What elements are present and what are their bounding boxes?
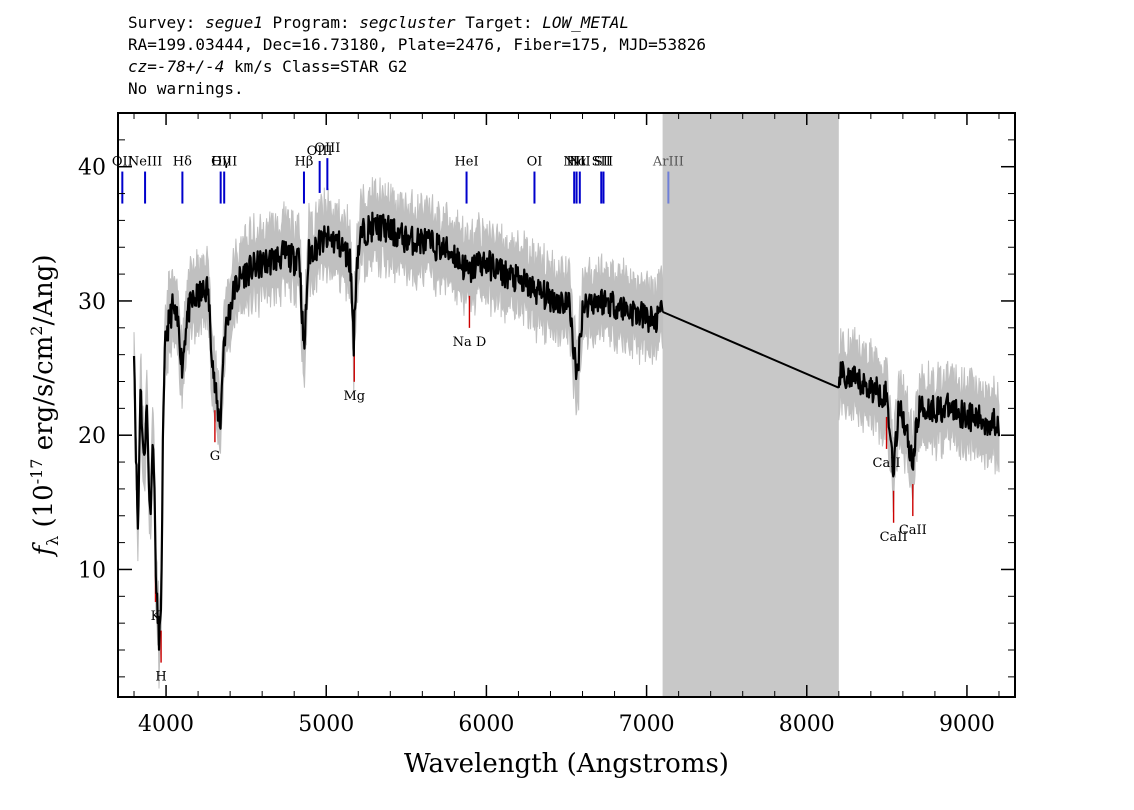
y-axis-label-sq: 2 (27, 326, 46, 336)
absorption-line-label: CaII (880, 530, 908, 545)
y-axis-label-units-b: erg/s/cm (29, 336, 59, 459)
emission-line-label: OIII (211, 155, 237, 170)
masked-region-layer (662, 113, 839, 697)
absorption-line-label: Na D (453, 335, 487, 350)
survey-label: Survey: (128, 13, 196, 32)
absorption-line-label: Mg (343, 389, 365, 404)
y-axis-label-exp: -17 (27, 459, 46, 485)
x-axis-label: Wavelength (Angstroms) (404, 749, 729, 779)
cz-value: -78+/-4 (156, 57, 225, 76)
program-label: Program: (272, 13, 350, 32)
y-axis-label: fλ (10-17 erg/s/cm2/Ang) (27, 254, 62, 557)
target-label: Target: (465, 13, 533, 32)
absorption-line-label: K (151, 609, 161, 624)
masked-region (662, 113, 839, 697)
y-tick-label: 40 (78, 156, 106, 181)
emission-line-label: Hδ (173, 155, 192, 170)
emission-line-label: OIII (307, 144, 333, 159)
y-tick-label: 10 (78, 558, 106, 583)
x-tick-label: 7000 (619, 712, 675, 737)
emission-line-label: SII (594, 155, 613, 170)
cz-label: cz= (128, 57, 157, 76)
header-line-coords: RA=199.03444, Dec=16.73180, Plate=2476, … (128, 35, 706, 54)
absorption-line-label: H (155, 670, 166, 685)
emission-line-label: Hβ (295, 155, 314, 170)
header-line-survey: Survey: segue1 Program: segcluster Targe… (128, 12, 706, 34)
target-value: LOW_METAL (542, 13, 629, 32)
emission-line-label: NII (569, 155, 591, 170)
flux-interpolation-line (662, 310, 840, 389)
emission-line-label: NII (563, 155, 585, 170)
x-tick-label: 6000 (458, 712, 514, 737)
absorption-line-label: CaII (899, 523, 927, 538)
cz-unit-class: km/s Class=STAR G2 (224, 57, 408, 76)
flux-series-layer (132, 211, 1001, 651)
emission-line-label: Hα (567, 155, 587, 170)
header-line-warnings: No warnings. (128, 79, 244, 98)
y-axis-label-units-a: (10 (29, 484, 59, 536)
flux-line-blue (132, 211, 664, 651)
emission-line-label: OI (527, 155, 543, 170)
emission-line-label: ArIII (652, 155, 684, 170)
plot-frame (117, 112, 1016, 698)
emission-line-label: SII (592, 155, 611, 170)
emission-line-label: Hγ (211, 155, 230, 170)
y-tick-label: 30 (78, 290, 106, 315)
x-tick-label: 5000 (298, 712, 354, 737)
survey-value: segue1 (205, 13, 263, 32)
y-tick-label: 20 (78, 424, 106, 449)
flux-line-red (837, 360, 1001, 478)
header-line-redshift: cz=-78+/-4 km/s Class=STAR G2 (128, 56, 706, 78)
x-tick-label: 4000 (138, 712, 194, 737)
x-tick-label: 9000 (939, 712, 995, 737)
absorption-line-label: CaII (873, 456, 901, 471)
x-tick-label: 8000 (779, 712, 835, 737)
emission-line-label: OIII (314, 141, 340, 156)
y-axis-label-units-c: /Ang) (29, 254, 59, 325)
program-value: segcluster (359, 13, 456, 32)
emission-line-label: HeI (454, 155, 478, 170)
error-band-blue (133, 177, 664, 689)
spectrum-header: Survey: segue1 Program: segcluster Targe… (128, 12, 706, 100)
absorption-line-label: G (210, 449, 220, 464)
emission-line-label: NeIII (128, 155, 162, 170)
y-axis-label-lambda: λ (43, 536, 62, 546)
plot-axes: 4000 5000 6000 7000 8000 9000 10 20 30 40 (78, 112, 1016, 737)
